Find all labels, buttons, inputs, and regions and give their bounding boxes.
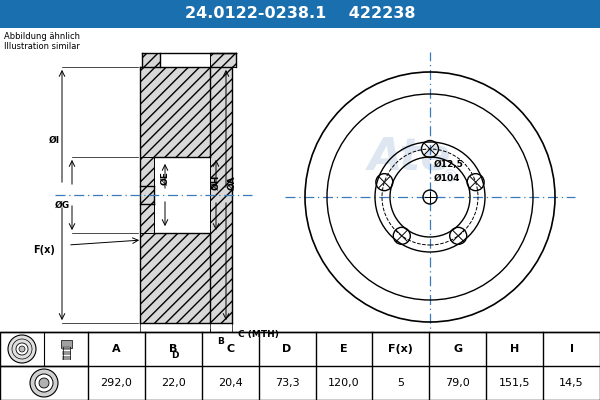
Text: ®: ®	[442, 168, 458, 186]
Bar	[142, 53, 160, 67]
Text: 151,5: 151,5	[499, 378, 530, 388]
Bar	[140, 233, 210, 323]
Text: B: B	[218, 337, 224, 346]
Bar	[140, 67, 210, 157]
Text: 79,0: 79,0	[445, 378, 470, 388]
Circle shape	[35, 374, 53, 392]
Text: E: E	[340, 344, 348, 354]
Bar	[0, 332, 600, 400]
Text: Ate: Ate	[368, 136, 452, 178]
Circle shape	[30, 369, 58, 397]
Text: ØH: ØH	[212, 175, 221, 190]
Text: 24.0122-0238.1    422238: 24.0122-0238.1 422238	[185, 6, 415, 22]
Bar	[0, 332, 600, 400]
Text: C: C	[226, 344, 234, 354]
Text: I: I	[569, 344, 574, 354]
Text: D: D	[283, 344, 292, 354]
Text: F(x): F(x)	[388, 344, 413, 354]
Text: ØA: ØA	[228, 175, 237, 190]
Text: 292,0: 292,0	[101, 378, 133, 388]
Bar	[210, 67, 232, 323]
Text: ØI: ØI	[49, 136, 60, 144]
Text: 22,0: 22,0	[161, 378, 186, 388]
FancyBboxPatch shape	[61, 340, 71, 348]
Bar	[0, 0, 600, 28]
Text: ØG: ØG	[55, 200, 70, 210]
Text: B: B	[169, 344, 178, 354]
Bar	[0, 28, 600, 332]
Circle shape	[16, 343, 28, 355]
Text: ØE: ØE	[161, 171, 170, 185]
Text: H: H	[510, 344, 519, 354]
Text: Abbildung ähnlich: Abbildung ähnlich	[4, 32, 80, 41]
Text: Ø12,5: Ø12,5	[434, 160, 464, 169]
Text: 20,4: 20,4	[218, 378, 242, 388]
Text: C (MTH): C (MTH)	[238, 330, 279, 340]
Circle shape	[39, 378, 49, 388]
Text: 5: 5	[397, 378, 404, 388]
Circle shape	[8, 335, 36, 363]
Circle shape	[19, 346, 25, 352]
Bar	[210, 53, 236, 67]
Text: A: A	[112, 344, 121, 354]
Text: F(x): F(x)	[33, 245, 55, 255]
Text: 14,5: 14,5	[559, 378, 584, 388]
Text: Ø104: Ø104	[434, 174, 461, 183]
Text: G: G	[453, 344, 463, 354]
Bar	[140, 157, 154, 233]
Text: Illustration similar: Illustration similar	[4, 42, 80, 51]
Text: D: D	[171, 351, 179, 360]
Text: 120,0: 120,0	[328, 378, 360, 388]
Text: 73,3: 73,3	[275, 378, 299, 388]
